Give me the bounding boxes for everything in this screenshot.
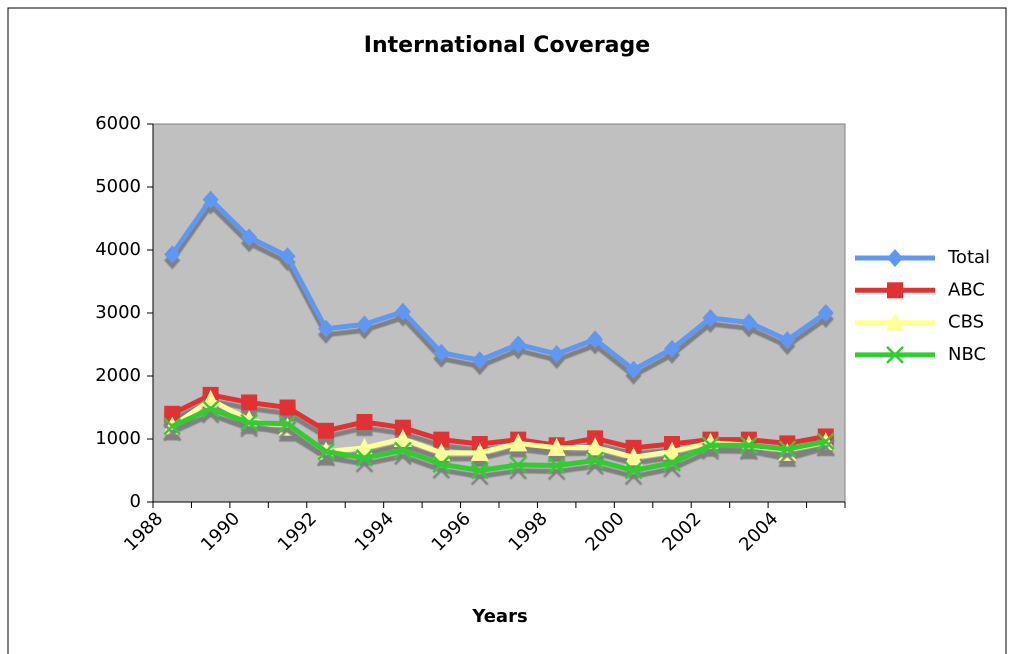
y-tick-label: 1000 (95, 428, 141, 449)
point (432, 442, 451, 461)
point (663, 454, 681, 472)
point (241, 228, 258, 247)
point (317, 442, 335, 461)
y-tick-label: 4000 (95, 239, 141, 260)
legend-label: NBC (948, 344, 986, 365)
point (547, 437, 566, 456)
legend-label: ABC (948, 279, 985, 300)
point (547, 456, 566, 475)
point (625, 360, 642, 379)
point (586, 451, 604, 470)
point (355, 449, 374, 467)
legend-marker (886, 346, 904, 364)
point (663, 441, 681, 460)
point (509, 455, 528, 474)
point (278, 414, 297, 433)
point (779, 331, 796, 350)
y-tick-label: 6000 (95, 113, 141, 134)
point (433, 431, 450, 448)
point (164, 405, 181, 422)
point (393, 429, 412, 447)
point (241, 394, 258, 411)
point (432, 455, 451, 474)
legend-label: Total (947, 247, 990, 268)
point (279, 399, 296, 416)
point (279, 247, 296, 266)
point (740, 313, 757, 332)
point (510, 335, 527, 354)
point (356, 315, 373, 334)
point (778, 442, 797, 461)
point (394, 419, 411, 436)
point (471, 351, 488, 370)
point (586, 437, 605, 456)
point (163, 417, 182, 436)
point (664, 339, 680, 358)
series-line (171, 406, 827, 473)
point (778, 440, 797, 458)
y-tick-label: 0 (130, 491, 141, 512)
legend-marker (887, 249, 903, 267)
legend-label: CBS (948, 312, 984, 333)
point (470, 442, 489, 461)
point (201, 399, 220, 418)
point (433, 343, 450, 362)
y-tick-label: 5000 (95, 176, 141, 197)
series (163, 399, 835, 480)
series (164, 190, 834, 379)
point (318, 319, 334, 338)
point (356, 413, 373, 430)
point (164, 245, 181, 264)
x-axis-title: Years (471, 606, 527, 627)
point (548, 344, 565, 363)
point (470, 461, 489, 480)
point (394, 441, 412, 460)
legend-marker (887, 282, 903, 299)
point (816, 432, 835, 451)
legend-marker (886, 312, 904, 331)
point (587, 330, 604, 349)
point (318, 422, 334, 439)
point (509, 433, 528, 452)
point (355, 437, 374, 456)
point (202, 190, 219, 209)
point (702, 309, 719, 328)
point (624, 461, 643, 480)
chart-title: International Coverage (364, 33, 650, 58)
point (624, 447, 643, 466)
point (240, 413, 258, 432)
point (394, 302, 411, 321)
point (817, 304, 834, 322)
y-tick-label: 2000 (95, 365, 141, 386)
point (701, 436, 720, 455)
y-tick-label: 3000 (95, 302, 141, 323)
point (740, 436, 758, 455)
